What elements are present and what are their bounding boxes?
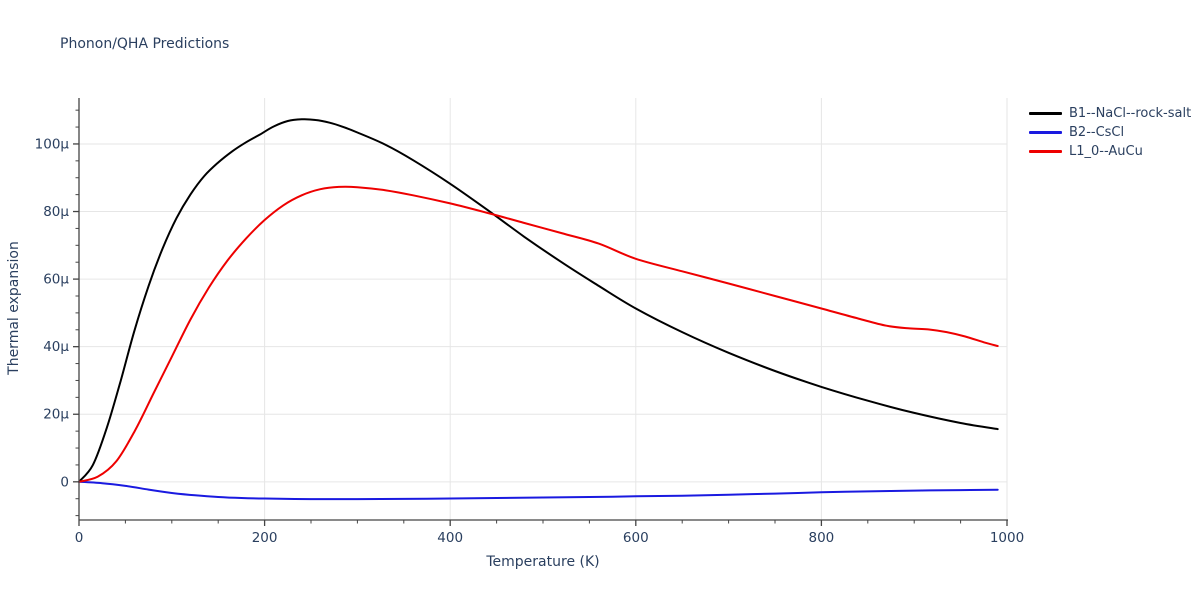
legend-item-b1-nacl[interactable]: B1--NaCl--rock-salt <box>1029 104 1191 123</box>
x-tick-label-600: 600 <box>623 530 649 546</box>
x-axis-title: Temperature (K) <box>486 554 600 570</box>
legend-item-l10-aucu[interactable]: L1_0--AuCu <box>1029 142 1191 161</box>
chart-title: Phonon/QHA Predictions <box>60 36 230 52</box>
y-tick-label-60: 60μ <box>43 272 69 288</box>
x-tick-label-0: 0 <box>75 530 84 546</box>
curve-layer <box>78 118 999 501</box>
tick-label-layer: 0 200 400 600 800 1000 0 20μ 40μ 60μ 80μ 100μ <box>35 136 1025 546</box>
legend-line-swatch-l10 <box>1029 150 1062 153</box>
y-tick-label-0: 0 <box>60 474 69 490</box>
y-axis-title: Thermal expansion <box>6 241 22 375</box>
y-tick-label-100: 100μ <box>35 136 70 152</box>
x-tick-label-200: 200 <box>252 530 278 546</box>
legend-line-swatch-b1 <box>1029 112 1062 115</box>
axis-layer <box>73 98 1008 526</box>
legend-label-b1: B1--NaCl--rock-salt <box>1069 106 1192 121</box>
legend-item-b2-cscl[interactable]: B2--CsCl <box>1029 123 1191 142</box>
y-tick-label-80: 80μ <box>43 204 69 220</box>
x-tick-label-400: 400 <box>437 530 463 546</box>
y-tick-label-20: 20μ <box>43 407 69 423</box>
series-line-B1--NaCl--rock-salt <box>78 118 999 483</box>
legend-label-b2: B2--CsCl <box>1069 125 1125 140</box>
legend-line-swatch-b2 <box>1029 131 1062 134</box>
series-line-B2--CsCl <box>78 480 999 501</box>
x-tick-label-1000: 1000 <box>990 530 1024 546</box>
x-tick-label-800: 800 <box>809 530 835 546</box>
series-line-L1_0--AuCu <box>78 185 999 483</box>
legend-label-l10: L1_0--AuCu <box>1069 144 1143 159</box>
legend: B1--NaCl--rock-salt B2--CsCl L1_0--AuCu <box>1029 104 1191 161</box>
y-tick-label-40: 40μ <box>43 339 69 355</box>
